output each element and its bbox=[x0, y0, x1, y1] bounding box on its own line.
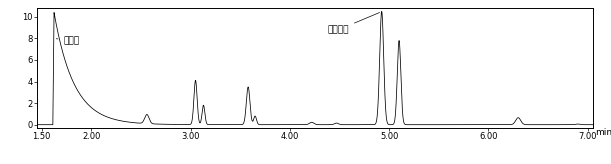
Text: min: min bbox=[595, 128, 611, 137]
Text: 正龙脑峰: 正龙脑峰 bbox=[327, 12, 379, 34]
Text: 溶剂峰: 溶剂峰 bbox=[56, 36, 79, 45]
